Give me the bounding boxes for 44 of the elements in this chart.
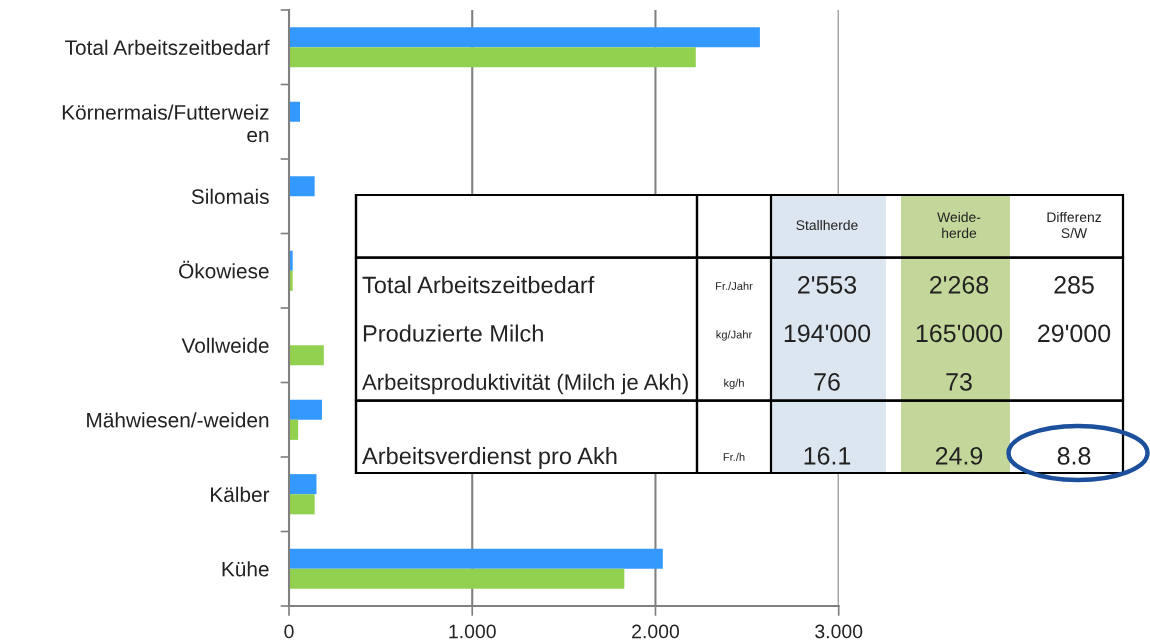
text: 8.8	[1057, 447, 1091, 465]
category-label: Total Arbeitszeitbedarf	[362, 275, 595, 294]
category-label: Arbeitsverdienst pro Akh	[362, 446, 617, 470]
category-label: Produzierte Milch	[363, 324, 543, 342]
category-label: Arbeitsproduktivität (Milch je Akh)	[362, 373, 688, 395]
bar	[289, 101, 300, 122]
y-tick-label: Silomais	[191, 188, 269, 204]
text: 29'000	[1038, 324, 1111, 343]
bar	[289, 345, 324, 366]
text: 165'000	[916, 324, 1003, 343]
bar	[289, 568, 625, 589]
bar	[289, 474, 317, 495]
y-tick-label: Vollweide	[181, 337, 269, 353]
category-label: Weide- herde	[937, 211, 981, 239]
text: 73	[946, 373, 972, 391]
category-label: Fr./h	[723, 452, 745, 461]
y-tick-label: Ökowiese	[179, 260, 269, 279]
category-label: kg/h	[724, 378, 744, 390]
y-tick-label: Körnermais/Futterweiz en	[62, 104, 269, 143]
y-tick-label: Mähwiesen/-weiden	[87, 412, 269, 428]
x-tick-label: 3.000	[815, 624, 863, 639]
bar	[289, 399, 322, 420]
y-tick-label: Total Arbeitszeitbedarf	[65, 39, 270, 55]
text: 24.9	[935, 447, 983, 465]
bar	[289, 176, 315, 197]
x-tick-label: 0	[284, 624, 294, 639]
bar	[289, 47, 696, 68]
text: 285	[1054, 276, 1094, 294]
x-tick-label: 2.000	[632, 624, 680, 639]
category-label: Stallherde	[796, 219, 858, 231]
bar	[289, 548, 663, 569]
y-tick-label: Kälber	[211, 486, 270, 502]
text: 2'553	[798, 276, 857, 294]
bar	[289, 27, 760, 48]
text: 76	[814, 373, 840, 391]
x-tick-label: 1.000	[449, 624, 496, 639]
category-label: Differenz S/W	[1047, 211, 1101, 239]
text: 16.1	[804, 447, 851, 465]
bar	[289, 494, 315, 515]
y-tick-label: Kühe	[222, 561, 269, 577]
category-label: Fr./Jahr	[716, 281, 753, 290]
category-label: kg/Jahr	[716, 330, 753, 341]
text: 2'268	[930, 276, 989, 294]
text: 194'000	[784, 324, 871, 343]
